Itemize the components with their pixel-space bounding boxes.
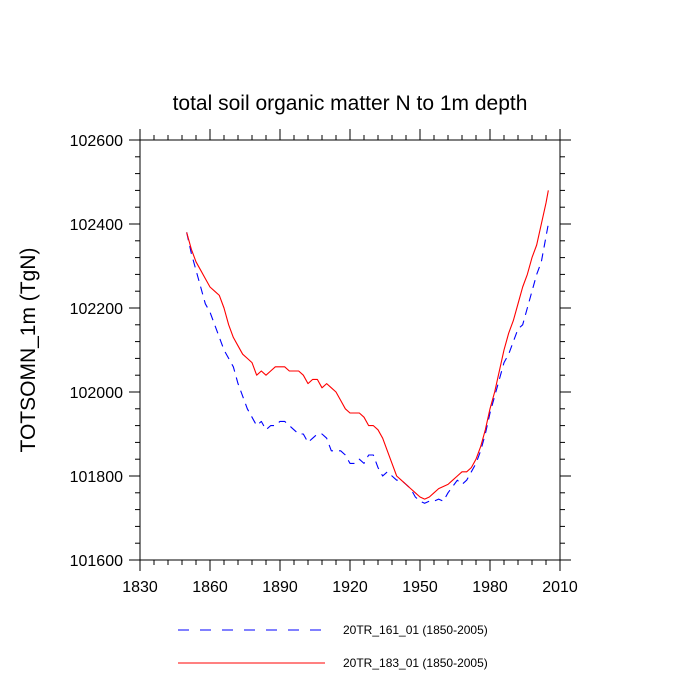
series-line-1 bbox=[186, 223, 549, 504]
x-tick-label: 1920 bbox=[332, 579, 368, 596]
x-tick-label: 1830 bbox=[122, 579, 158, 596]
series-lines bbox=[186, 190, 549, 504]
x-tick-label: 1890 bbox=[262, 579, 298, 596]
y-tick-label: 101800 bbox=[70, 469, 123, 486]
legend: 20TR_161_01 (1850-2005) 20TR_183_01 (1850… bbox=[178, 623, 488, 670]
x-tick-label: 2010 bbox=[542, 579, 578, 596]
legend-label-2: 20TR_183_01 (1850-2005) bbox=[343, 656, 488, 670]
x-tick-label: 1950 bbox=[402, 579, 438, 596]
y-axis-label: TOTSOMN_1m (TgN) bbox=[17, 248, 40, 453]
y-tick-label: 102000 bbox=[70, 385, 123, 402]
series-line-2 bbox=[186, 190, 549, 500]
x-tick-label: 1860 bbox=[192, 579, 228, 596]
x-tick-label: 1980 bbox=[472, 579, 508, 596]
chart-title: total soil organic matter N to 1m depth bbox=[173, 92, 528, 115]
y-tick-label: 102400 bbox=[70, 217, 123, 234]
tick-marks bbox=[129, 129, 571, 571]
y-tick-label: 102600 bbox=[70, 133, 123, 150]
y-tick-label: 102200 bbox=[70, 301, 123, 318]
plot-frame bbox=[139, 139, 561, 561]
legend-label-1: 20TR_161_01 (1850-2005) bbox=[343, 623, 488, 637]
tick-labels: 1830 1860 1890 1920 1950 1980 2010 101600 101800… bbox=[70, 133, 578, 596]
y-tick-label: 101600 bbox=[70, 553, 123, 570]
